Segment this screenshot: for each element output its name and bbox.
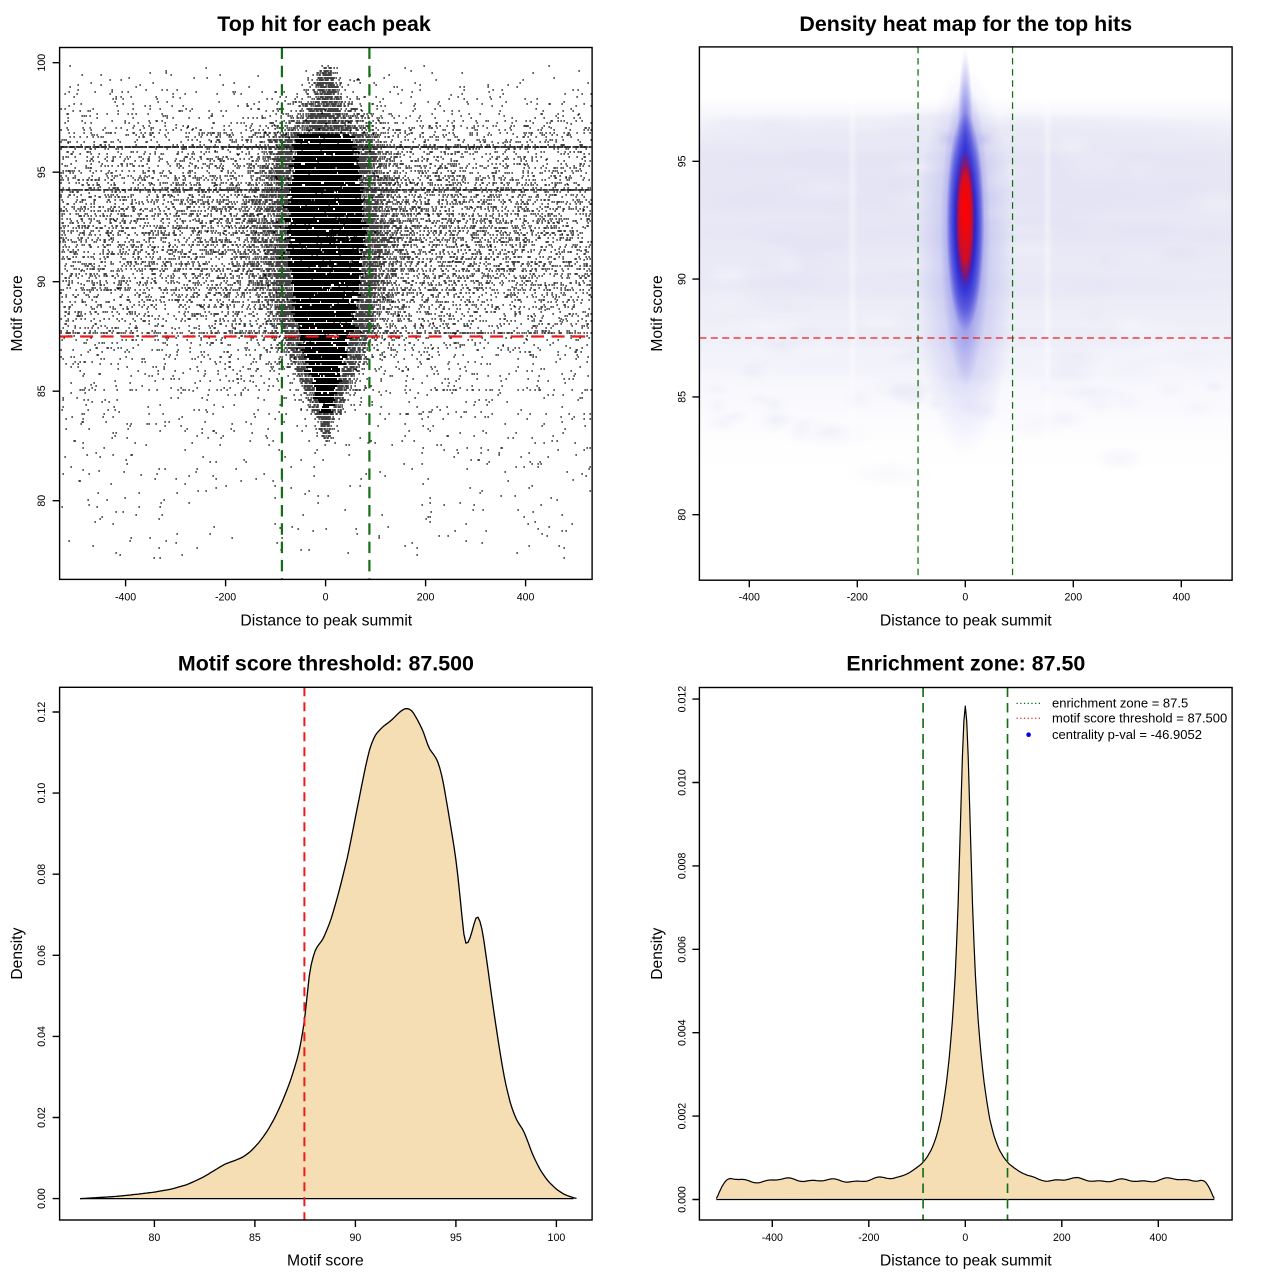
svg-text:400: 400 (1149, 1232, 1167, 1244)
svg-text:Motif score threshold: 87.500: Motif score threshold: 87.500 (178, 652, 474, 676)
svg-text:0.006: 0.006 (677, 936, 689, 963)
svg-text:Motif score: Motif score (287, 1253, 364, 1270)
svg-text:0.004: 0.004 (677, 1019, 689, 1046)
svg-text:centrality p-val = -46.9052: centrality p-val = -46.9052 (1052, 727, 1202, 742)
svg-text:95: 95 (677, 155, 689, 167)
svg-text:0.002: 0.002 (677, 1103, 689, 1130)
svg-text:200: 200 (1064, 591, 1082, 603)
svg-text:100: 100 (36, 54, 48, 72)
svg-text:0.012: 0.012 (677, 686, 689, 713)
svg-text:-200: -200 (847, 591, 868, 603)
svg-text:Distance to peak summit: Distance to peak summit (240, 613, 412, 630)
svg-text:90: 90 (677, 273, 689, 285)
svg-text:Density heat map for the top h: Density heat map for the top hits (799, 12, 1132, 36)
svg-text:-400: -400 (739, 591, 760, 603)
svg-text:Distance to peak summit: Distance to peak summit (880, 1253, 1052, 1270)
svg-text:Distance to peak summit: Distance to peak summit (880, 613, 1052, 630)
svg-text:enrichment zone = 87.5: enrichment zone = 87.5 (1052, 696, 1188, 711)
svg-text:0: 0 (323, 591, 329, 603)
svg-text:Enrichment zone: 87.50: Enrichment zone: 87.50 (846, 652, 1085, 676)
svg-text:100: 100 (548, 1232, 566, 1244)
svg-text:0.12: 0.12 (36, 702, 48, 723)
svg-text:-200: -200 (215, 591, 236, 603)
svg-text:90: 90 (36, 276, 48, 288)
svg-text:80: 80 (149, 1232, 161, 1244)
svg-text:0.010: 0.010 (677, 769, 689, 796)
svg-text:0.00: 0.00 (36, 1188, 48, 1209)
svg-text:200: 200 (1053, 1232, 1071, 1244)
svg-text:85: 85 (36, 385, 48, 397)
svg-text:motif score threshold = 87.500: motif score threshold = 87.500 (1052, 711, 1227, 726)
svg-text:0.10: 0.10 (36, 783, 48, 804)
svg-text:0.000: 0.000 (677, 1186, 689, 1213)
svg-text:-400: -400 (115, 591, 136, 603)
svg-text:Density: Density (9, 927, 26, 979)
svg-text:0.04: 0.04 (36, 1026, 48, 1047)
svg-text:400: 400 (1172, 591, 1190, 603)
svg-text:-400: -400 (762, 1232, 783, 1244)
svg-text:0.008: 0.008 (677, 853, 689, 880)
svg-text:Motif score: Motif score (9, 275, 26, 351)
svg-text:200: 200 (417, 591, 435, 603)
svg-text:0: 0 (962, 591, 968, 603)
svg-text:0.08: 0.08 (36, 864, 48, 885)
svg-text:85: 85 (677, 391, 689, 403)
svg-text:95: 95 (450, 1232, 462, 1244)
svg-text:85: 85 (249, 1232, 261, 1244)
svg-text:0.02: 0.02 (36, 1107, 48, 1128)
svg-text:0: 0 (962, 1232, 968, 1244)
svg-text:Motif score: Motif score (649, 275, 666, 351)
svg-text:0.06: 0.06 (36, 945, 48, 966)
svg-text:Top hit for each peak: Top hit for each peak (217, 12, 431, 36)
svg-text:-200: -200 (858, 1232, 879, 1244)
svg-text:95: 95 (36, 166, 48, 178)
svg-text:90: 90 (350, 1232, 362, 1244)
svg-text:400: 400 (517, 591, 535, 603)
svg-text:80: 80 (36, 495, 48, 507)
svg-text:Density: Density (649, 927, 666, 979)
svg-text:80: 80 (677, 509, 689, 521)
